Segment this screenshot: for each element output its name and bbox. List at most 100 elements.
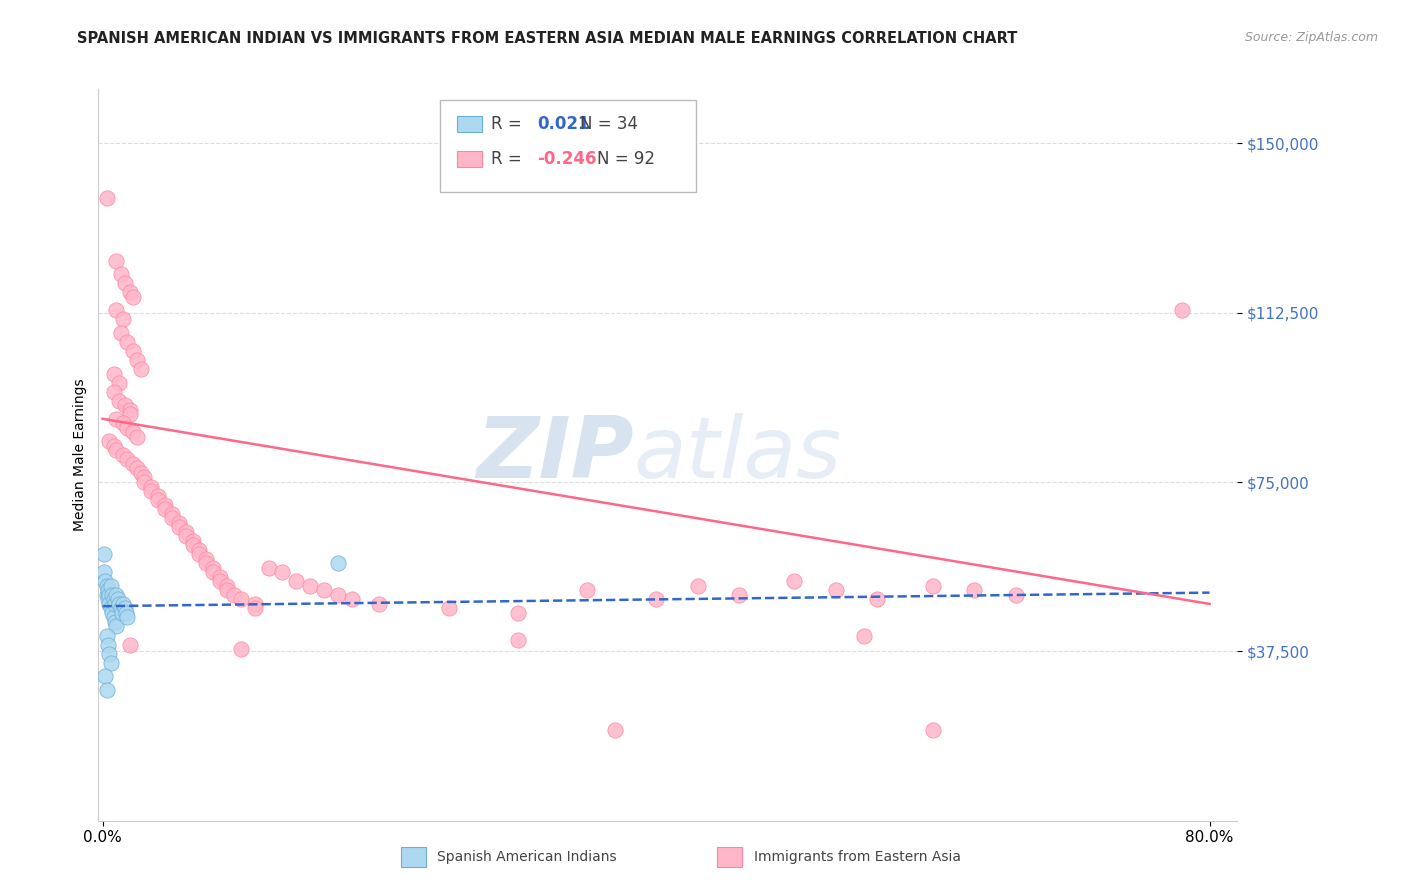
Point (243, 597, 266, 611)
Point (112, 312, 135, 326)
Point (114, 601, 136, 615)
Point (132, 475, 155, 489)
Point (107, 592, 129, 607)
Point (229, 592, 252, 607)
Text: N = 34: N = 34 (581, 115, 638, 133)
Point (97, 583, 120, 598)
Point (103, 610, 125, 624)
Point (112, 448, 135, 462)
Text: Spanish American Indians: Spanish American Indians (437, 850, 617, 864)
Point (209, 570, 232, 584)
Point (195, 551, 218, 566)
Point (131, 466, 153, 480)
Point (111, 606, 134, 620)
Point (326, 588, 349, 602)
Point (120, 402, 142, 417)
Point (174, 524, 197, 539)
Point (108, 393, 131, 408)
Point (153, 498, 176, 512)
Bar (717, 847, 742, 867)
Point (326, 556, 349, 570)
Point (100, 601, 122, 615)
Point (127, 430, 149, 444)
Point (603, 723, 626, 738)
Point (105, 443, 128, 458)
Point (160, 507, 183, 521)
Text: Source: ZipAtlas.com: Source: ZipAtlas.com (1244, 31, 1378, 45)
Point (127, 353, 149, 368)
Point (122, 290, 145, 304)
Point (825, 583, 848, 598)
Point (645, 592, 668, 607)
Text: atlas: atlas (634, 413, 842, 497)
Point (122, 425, 145, 440)
Point (217, 583, 239, 598)
Point (94, 669, 117, 683)
Point (728, 588, 751, 602)
Point (271, 566, 294, 580)
Point (921, 723, 943, 738)
Point (112, 417, 135, 431)
Bar (457, 116, 482, 132)
Text: R =: R = (491, 115, 527, 133)
Point (98, 597, 121, 611)
Point (506, 606, 529, 620)
Point (98, 588, 121, 602)
Point (117, 452, 139, 467)
Text: N = 92: N = 92 (598, 150, 655, 168)
Point (93, 566, 115, 580)
Point (96, 682, 118, 697)
Point (100, 656, 122, 670)
Point (98, 434, 121, 449)
Point (105, 619, 128, 633)
Point (139, 479, 162, 493)
Point (153, 502, 176, 516)
Text: 0.021: 0.021 (537, 115, 589, 133)
Point (188, 547, 211, 561)
Point (101, 588, 124, 602)
Point (122, 457, 145, 471)
Point (257, 561, 280, 575)
Point (110, 268, 132, 282)
Point (195, 556, 218, 570)
Point (105, 412, 128, 426)
Point (174, 529, 197, 543)
Point (127, 461, 149, 475)
Text: R =: R = (491, 150, 527, 168)
Point (117, 610, 139, 624)
Point (117, 334, 139, 349)
Point (146, 489, 169, 503)
Point (866, 592, 889, 607)
Point (117, 421, 139, 435)
Point (122, 344, 145, 359)
Point (209, 574, 232, 589)
Text: Immigrants from Eastern Asia: Immigrants from Eastern Asia (754, 850, 960, 864)
Point (285, 574, 308, 589)
Point (146, 493, 169, 508)
Point (104, 597, 127, 611)
Point (103, 439, 125, 453)
Point (110, 601, 132, 615)
Point (110, 326, 132, 340)
Y-axis label: Median Male Earnings: Median Male Earnings (73, 378, 87, 532)
Point (115, 606, 138, 620)
Point (120, 638, 142, 652)
Point (120, 285, 142, 300)
Point (188, 542, 211, 557)
Bar (401, 847, 426, 867)
Point (506, 633, 529, 648)
Point (160, 511, 183, 525)
Point (108, 597, 131, 611)
Point (368, 597, 391, 611)
Point (575, 583, 598, 598)
Point (686, 579, 709, 593)
Point (112, 597, 135, 611)
Point (202, 561, 225, 575)
Point (963, 583, 986, 598)
Point (96, 628, 118, 642)
Bar (457, 151, 482, 167)
Point (312, 583, 335, 598)
Text: -0.246: -0.246 (537, 150, 596, 168)
Point (1171, 303, 1194, 318)
FancyBboxPatch shape (440, 100, 696, 192)
